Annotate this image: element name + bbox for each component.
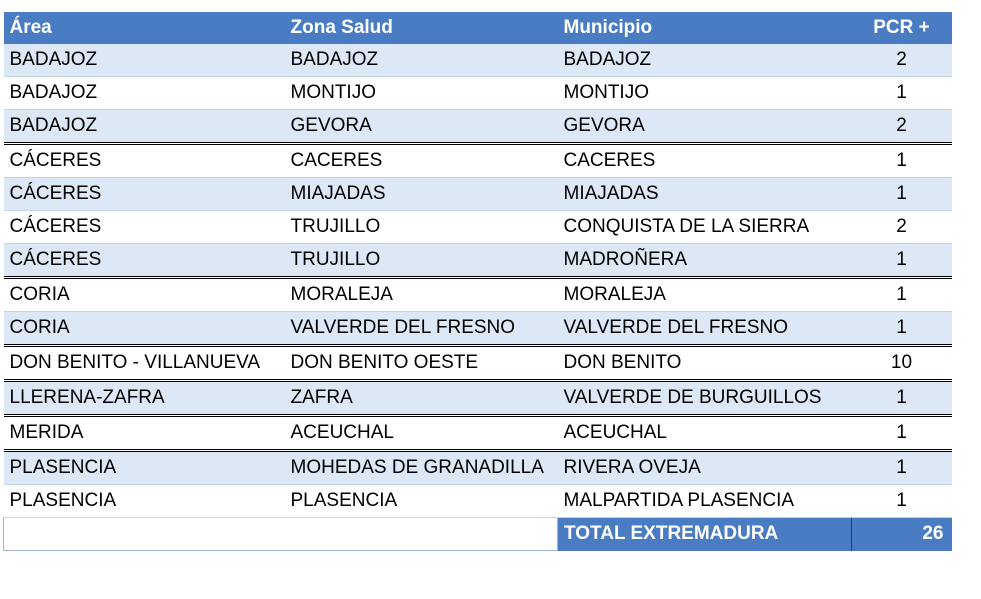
cell-municipio: MORALEJA xyxy=(557,276,852,312)
cell-area: DON BENITO - VILLANUEVA xyxy=(3,344,285,381)
cell-pcr: 10 xyxy=(851,344,952,381)
cell-area: LLERENA-ZAFRA xyxy=(3,379,285,416)
cell-area: CORIA xyxy=(3,276,285,312)
cell-zona: CACERES xyxy=(284,142,558,178)
table-row: CÁCERES CACERES CACERES 1 xyxy=(3,142,952,178)
table-row: CÁCERES TRUJILLO CONQUISTA DE LA SIERRA … xyxy=(3,210,952,244)
cell-zona: VALVERDE DEL FRESNO xyxy=(284,311,558,346)
cell-zona: GEVORA xyxy=(284,109,558,144)
cell-area: CÁCERES xyxy=(3,210,285,244)
cell-municipio: RIVERA OVEJA xyxy=(557,449,852,485)
table-row: MERIDA ACEUCHAL ACEUCHAL 1 xyxy=(3,414,952,451)
table-row: BADAJOZ GEVORA GEVORA 2 xyxy=(3,109,952,144)
cell-pcr: 1 xyxy=(851,177,952,211)
header-area: Área xyxy=(3,12,285,44)
cell-zona: MORALEJA xyxy=(284,276,558,312)
cell-municipio: GEVORA xyxy=(557,109,852,144)
cell-zona: MIAJADAS xyxy=(284,177,558,211)
cell-pcr: 1 xyxy=(851,142,952,178)
cell-pcr: 2 xyxy=(851,44,952,77)
total-value: 26 xyxy=(851,517,952,551)
pcr-table-container: Área Zona Salud Municipio PCR + BADAJOZ … xyxy=(3,12,952,551)
cell-pcr: 1 xyxy=(851,484,952,518)
cell-zona: MOHEDAS DE GRANADILLA xyxy=(284,449,558,485)
cell-municipio: CONQUISTA DE LA SIERRA xyxy=(557,210,852,244)
total-label: TOTAL EXTREMADURA xyxy=(557,517,852,551)
cell-pcr: 1 xyxy=(851,449,952,485)
cell-municipio: MONTIJO xyxy=(557,76,852,110)
cell-pcr: 2 xyxy=(851,210,952,244)
header-row: Área Zona Salud Municipio PCR + xyxy=(3,12,952,44)
cell-pcr: 1 xyxy=(851,243,952,278)
cell-zona: TRUJILLO xyxy=(284,243,558,278)
cell-pcr: 1 xyxy=(851,414,952,451)
cell-area: BADAJOZ xyxy=(3,109,285,144)
table-row: CÁCERES TRUJILLO MADROÑERA 1 xyxy=(3,243,952,278)
cell-municipio: VALVERDE DE BURGUILLOS xyxy=(557,379,852,416)
cell-zona: TRUJILLO xyxy=(284,210,558,244)
table-row: CORIA MORALEJA MORALEJA 1 xyxy=(3,276,952,312)
cell-municipio: VALVERDE DEL FRESNO xyxy=(557,311,852,346)
total-row: TOTAL EXTREMADURA 26 xyxy=(3,517,952,551)
cell-pcr: 1 xyxy=(851,311,952,346)
table-row: BADAJOZ BADAJOZ BADAJOZ 2 xyxy=(3,44,952,77)
cell-zona: MONTIJO xyxy=(284,76,558,110)
cell-municipio: MALPARTIDA PLASENCIA xyxy=(557,484,852,518)
cell-municipio: MIAJADAS xyxy=(557,177,852,211)
cell-area: CÁCERES xyxy=(3,177,285,211)
cell-pcr: 1 xyxy=(851,379,952,416)
cell-municipio: ACEUCHAL xyxy=(557,414,852,451)
cell-municipio: DON BENITO xyxy=(557,344,852,381)
cell-pcr: 1 xyxy=(851,76,952,110)
total-empty-cell xyxy=(3,517,558,551)
cell-pcr: 1 xyxy=(851,276,952,312)
cell-area: PLASENCIA xyxy=(3,449,285,485)
cell-municipio: BADAJOZ xyxy=(557,44,852,77)
table-row: PLASENCIA MOHEDAS DE GRANADILLA RIVERA O… xyxy=(3,449,952,485)
cell-zona: BADAJOZ xyxy=(284,44,558,77)
table-row: PLASENCIA PLASENCIA MALPARTIDA PLASENCIA… xyxy=(3,484,952,518)
pcr-table: Área Zona Salud Municipio PCR + BADAJOZ … xyxy=(3,12,952,551)
table-row: CÁCERES MIAJADAS MIAJADAS 1 xyxy=(3,177,952,211)
cell-zona: ACEUCHAL xyxy=(284,414,558,451)
table-row: CORIA VALVERDE DEL FRESNO VALVERDE DEL F… xyxy=(3,311,952,346)
cell-area: CORIA xyxy=(3,311,285,346)
cell-zona: PLASENCIA xyxy=(284,484,558,518)
header-zona-salud: Zona Salud xyxy=(284,12,558,44)
cell-area: MERIDA xyxy=(3,414,285,451)
table-row: LLERENA-ZAFRA ZAFRA VALVERDE DE BURGUILL… xyxy=(3,379,952,416)
cell-area: CÁCERES xyxy=(3,243,285,278)
table-row: BADAJOZ MONTIJO MONTIJO 1 xyxy=(3,76,952,110)
cell-pcr: 2 xyxy=(851,109,952,144)
table-row: DON BENITO - VILLANUEVA DON BENITO OESTE… xyxy=(3,344,952,381)
header-pcr: PCR + xyxy=(851,12,952,44)
cell-municipio: CACERES xyxy=(557,142,852,178)
cell-area: CÁCERES xyxy=(3,142,285,178)
cell-area: BADAJOZ xyxy=(3,44,285,77)
header-municipio: Municipio xyxy=(557,12,852,44)
cell-zona: ZAFRA xyxy=(284,379,558,416)
cell-zona: DON BENITO OESTE xyxy=(284,344,558,381)
cell-area: PLASENCIA xyxy=(3,484,285,518)
cell-area: BADAJOZ xyxy=(3,76,285,110)
cell-municipio: MADROÑERA xyxy=(557,243,852,278)
